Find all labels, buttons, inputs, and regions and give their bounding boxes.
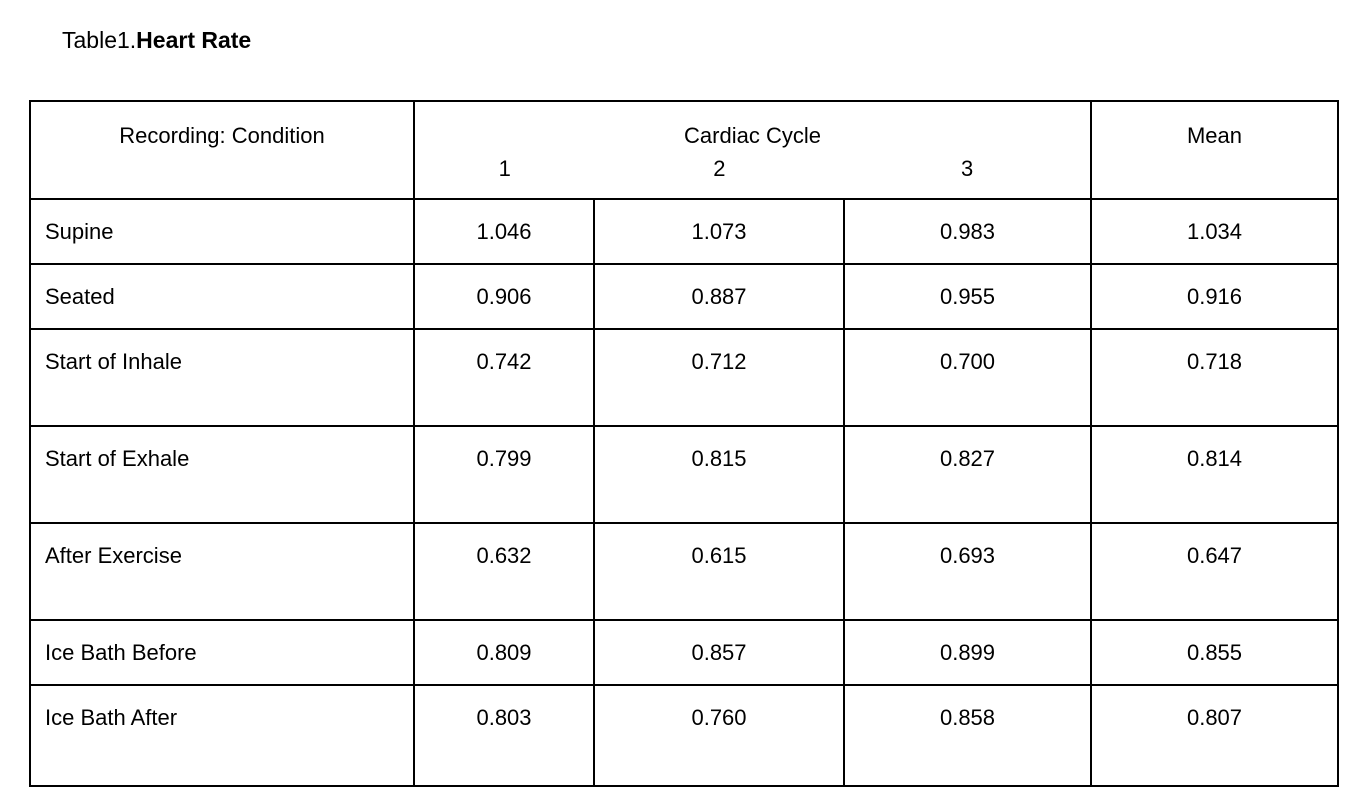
condition-cell: After Exercise — [29, 522, 415, 621]
mean-value-cell: 1.034 — [1090, 198, 1339, 265]
mean-value-cell: 0.916 — [1090, 263, 1339, 330]
mean-value-cell: 0.647 — [1090, 522, 1339, 621]
column-header-condition: Recording: Condition — [29, 100, 415, 200]
cycle1-value-cell: 0.803 — [413, 684, 595, 787]
condition-cell: Ice Bath After — [29, 684, 415, 787]
table-title: Table1.Heart Rate — [62, 27, 251, 54]
cycle1-value-cell: 0.906 — [413, 263, 595, 330]
table-row-supine: Supine 1.046 1.073 0.983 1.034 — [29, 198, 1339, 265]
mean-value-cell: 0.855 — [1090, 619, 1339, 686]
cycle2-value-cell: 0.615 — [593, 522, 845, 621]
table-row-seated: Seated 0.906 0.887 0.955 0.916 — [29, 263, 1339, 330]
cycle2-value-cell: 1.073 — [593, 198, 845, 265]
cycle2-value-cell: 0.815 — [593, 425, 845, 524]
condition-cell: Seated — [29, 263, 415, 330]
mean-value-cell: 0.807 — [1090, 684, 1339, 787]
cycle1-value-cell: 1.046 — [413, 198, 595, 265]
condition-cell: Supine — [29, 198, 415, 265]
mean-value-cell: 0.718 — [1090, 328, 1339, 427]
cycle-number-1: 1 — [498, 156, 511, 181]
cycle3-value-cell: 0.827 — [843, 425, 1092, 524]
heart-rate-table: Recording: Condition Cardiac Cycle 1 2 3… — [29, 100, 1339, 787]
table-row-ice-bath-after: Ice Bath After 0.803 0.760 0.858 0.807 — [29, 684, 1339, 787]
column-header-cardiac-cycle: Cardiac Cycle 1 2 3 — [413, 100, 1092, 200]
condition-cell: Start of Exhale — [29, 425, 415, 524]
condition-cell: Start of Inhale — [29, 328, 415, 427]
table-row-start-of-exhale: Start of Exhale 0.799 0.815 0.827 0.814 — [29, 425, 1339, 524]
cycle1-value-cell: 0.632 — [413, 522, 595, 621]
cycle1-value-cell: 0.742 — [413, 328, 595, 427]
cycle2-value-cell: 0.760 — [593, 684, 845, 787]
cycle3-value-cell: 0.693 — [843, 522, 1092, 621]
table-row-start-of-inhale: Start of Inhale 0.742 0.712 0.700 0.718 — [29, 328, 1339, 427]
cycle3-value-cell: 0.955 — [843, 263, 1092, 330]
cycle3-value-cell: 0.899 — [843, 619, 1092, 686]
header-row: Recording: Condition Cardiac Cycle 1 2 3… — [29, 100, 1339, 200]
cycle1-value-cell: 0.809 — [413, 619, 595, 686]
mean-value-cell: 0.814 — [1090, 425, 1339, 524]
cycle3-value-cell: 0.983 — [843, 198, 1092, 265]
table-row-ice-bath-before: Ice Bath Before 0.809 0.857 0.899 0.855 — [29, 619, 1339, 686]
cycle2-value-cell: 0.712 — [593, 328, 845, 427]
cycle3-value-cell: 0.700 — [843, 328, 1092, 427]
cycle-number-3: 3 — [961, 156, 974, 181]
cycle3-value-cell: 0.858 — [843, 684, 1092, 787]
cycle2-value-cell: 0.887 — [593, 263, 845, 330]
table-title-prefix: Table1. — [62, 27, 137, 53]
table-title-name: Heart Rate — [136, 27, 252, 53]
cardiac-cycle-label: Cardiac Cycle — [684, 123, 821, 148]
cycle2-value-cell: 0.857 — [593, 619, 845, 686]
column-header-mean: Mean — [1090, 100, 1339, 200]
table-row-after-exercise: After Exercise 0.632 0.615 0.693 0.647 — [29, 522, 1339, 621]
cycle-number-2: 2 — [713, 156, 726, 181]
cycle1-value-cell: 0.799 — [413, 425, 595, 524]
condition-cell: Ice Bath Before — [29, 619, 415, 686]
cardiac-cycle-numbers: 1 2 3 — [415, 156, 1090, 181]
